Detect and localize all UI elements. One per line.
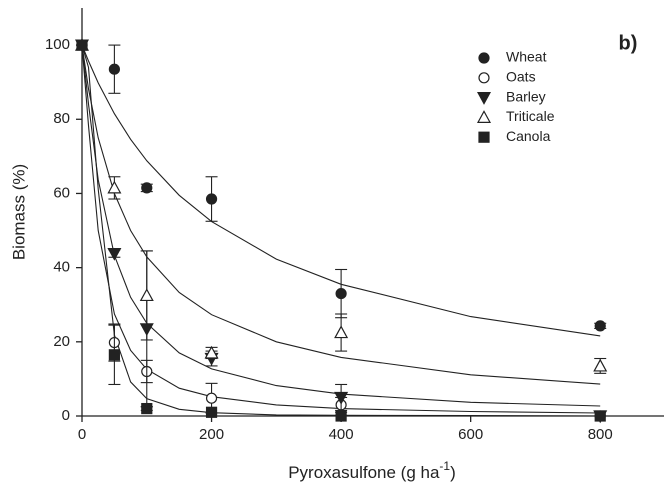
legend-marker (476, 110, 492, 124)
y-tick-label: 60 (53, 184, 70, 201)
x-tick-label: 200 (199, 426, 224, 443)
y-tick-label: 20 (53, 333, 70, 350)
data-point (108, 63, 120, 75)
data-point (593, 358, 608, 372)
x-axis-title: Pyroxasulfone (g ha-1) (288, 459, 456, 482)
data-point (139, 288, 154, 302)
x-axis-title-end: ) (450, 463, 456, 482)
data-point (76, 39, 88, 51)
data-point (204, 345, 219, 359)
legend-marker (478, 52, 490, 64)
x-tick-label: 800 (588, 426, 613, 443)
fit-curve (81, 44, 601, 337)
x-tick-label: 0 (78, 426, 86, 443)
data-point (205, 406, 218, 418)
y-tick-label: 40 (53, 259, 70, 276)
data-point (594, 410, 606, 422)
fit-curve (81, 45, 601, 385)
legend-label: Wheat (506, 49, 547, 65)
x-axis-title-main: Pyroxasulfone (g ha (288, 463, 440, 482)
data-point (107, 247, 122, 261)
fit-curve (81, 45, 601, 414)
legend-marker (478, 72, 490, 84)
panel-label: b) (619, 32, 638, 54)
legend-label: Canola (506, 128, 551, 144)
legend-label: Oats (506, 69, 536, 85)
y-tick-label: 100 (45, 36, 70, 53)
y-axis-title: Biomass (%) (9, 164, 28, 260)
legend-marker (476, 91, 492, 105)
y-tick-label: 0 (62, 407, 70, 424)
data-point (594, 320, 606, 332)
legend-label: Barley (506, 88, 546, 104)
data-point (108, 349, 120, 361)
x-tick-label: 600 (458, 426, 483, 443)
data-point (141, 402, 153, 415)
legend-marker (478, 131, 490, 143)
data-point (334, 325, 349, 339)
data-point (107, 180, 122, 194)
data-point (205, 392, 218, 404)
y-tick-label: 80 (53, 110, 70, 127)
data-point (334, 391, 349, 405)
fit-curve (81, 44, 601, 417)
data-point (335, 288, 347, 300)
x-axis-title-sup: -1 (439, 459, 450, 473)
legend-label: Triticale (506, 108, 555, 124)
data-point (335, 410, 347, 422)
data-point (205, 193, 218, 205)
x-tick-label: 400 (329, 426, 354, 443)
data-point (141, 182, 153, 194)
